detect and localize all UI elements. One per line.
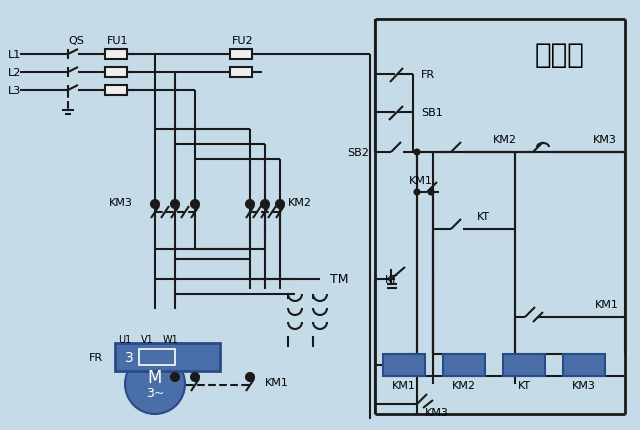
Circle shape [191,373,199,381]
Circle shape [246,200,254,209]
Bar [443,354,485,376]
Text: KM1: KM1 [265,377,289,387]
Text: KM3: KM3 [572,380,596,390]
Text: KM3: KM3 [425,407,449,417]
Text: KM1: KM1 [595,299,619,309]
Bar [115,343,220,371]
Text: V1: V1 [141,334,154,344]
Text: FU2: FU2 [232,36,254,46]
Text: 3: 3 [125,350,133,364]
Bar [105,68,127,78]
Text: M: M [148,368,162,386]
Text: KT: KT [385,274,398,284]
Circle shape [246,373,254,381]
Text: KM2: KM2 [452,380,476,390]
Text: L3: L3 [8,86,21,96]
Text: QS: QS [68,36,84,46]
Text: SB2: SB2 [347,147,369,158]
Circle shape [171,200,179,209]
Bar [105,50,127,60]
Circle shape [415,190,419,195]
Text: L1: L1 [8,50,21,60]
Text: FR: FR [89,352,103,362]
Circle shape [261,200,269,209]
Circle shape [429,190,433,195]
Bar [230,50,252,60]
Text: KM2: KM2 [288,197,312,208]
Text: KM3: KM3 [593,135,617,144]
Text: KM3: KM3 [109,197,133,208]
Text: 3~: 3~ [146,387,164,399]
Text: FR: FR [421,70,435,80]
Circle shape [415,150,419,155]
Circle shape [276,200,284,209]
Text: 接线图: 接线图 [535,41,585,69]
Circle shape [171,373,179,381]
Text: KM1: KM1 [392,380,416,390]
Text: FU1: FU1 [108,36,129,46]
Bar [503,354,545,376]
Circle shape [191,200,199,209]
Text: W1: W1 [163,334,179,344]
Text: KT: KT [476,212,490,221]
Bar [105,86,127,96]
Circle shape [151,200,159,209]
Text: U1: U1 [118,334,132,344]
Text: KT: KT [517,380,531,390]
Circle shape [125,354,185,414]
Bar [139,349,175,365]
Text: L2: L2 [8,68,21,78]
Text: SB1: SB1 [421,108,443,118]
Text: KM1: KM1 [409,175,433,186]
Bar [230,68,252,78]
Text: KM2: KM2 [493,135,517,144]
Bar [383,354,425,376]
Bar [563,354,605,376]
Text: TM: TM [330,273,349,286]
